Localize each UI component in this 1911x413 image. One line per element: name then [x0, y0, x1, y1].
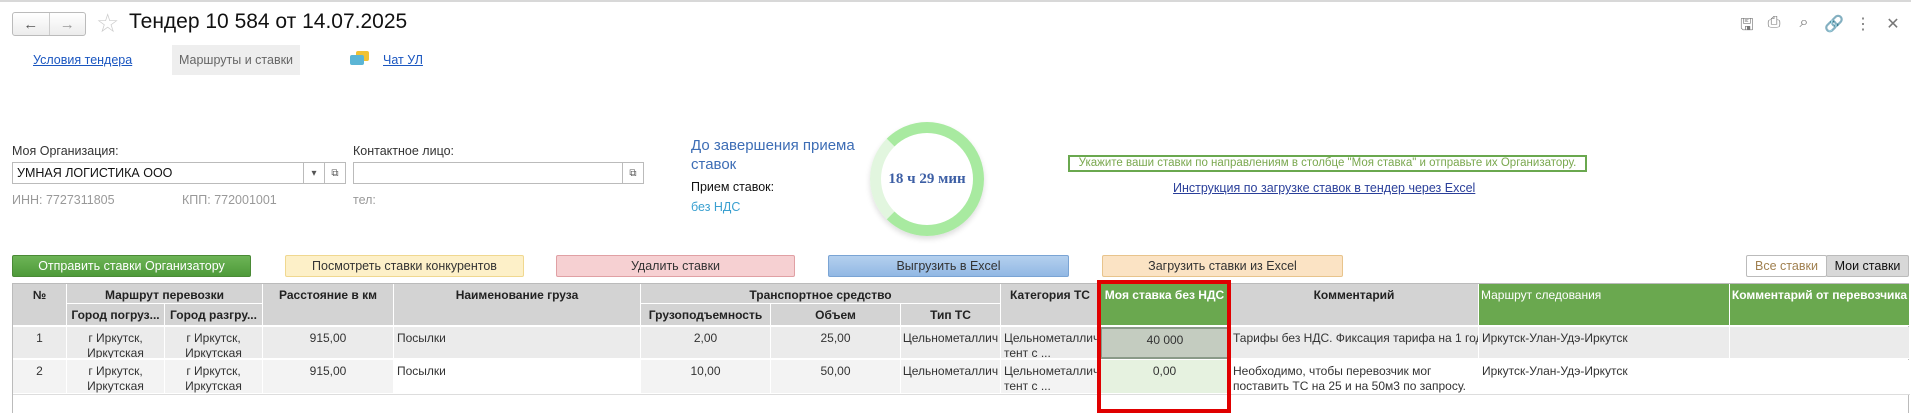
row1-category[interactable]: Цельнометаллич тент с ... [1001, 327, 1100, 359]
row1-carrier-comment[interactable] [1730, 327, 1910, 359]
instruction-link[interactable]: Инструкция по загрузке ставок в тендер ч… [1173, 181, 1476, 195]
header-to[interactable]: Город разгру... [165, 304, 263, 326]
row2-carrier-comment[interactable] [1730, 360, 1910, 394]
chat-icon [350, 51, 370, 67]
tab-tender-conditions[interactable]: Условия тендера [33, 53, 133, 67]
countdown-timer: 18 ч 29 мин [888, 170, 966, 187]
row1-num[interactable]: 1 [13, 327, 67, 359]
header-my-rate[interactable]: Моя ставка без НДС [1100, 284, 1230, 326]
row1-my-rate[interactable]: 40 000 [1100, 327, 1230, 359]
row1-comment[interactable]: Тарифы без НДС. Фиксация тарифа на 1 год… [1230, 327, 1479, 359]
row2-my-rate[interactable]: 0,00 [1100, 360, 1230, 394]
header-capacity[interactable]: Грузоподъемность [641, 304, 771, 326]
back-button[interactable]: ← [23, 15, 39, 33]
preview-icon[interactable]: ⌕ [1799, 14, 1809, 31]
row2-category[interactable]: Цельнометаллич тент с ... [1001, 360, 1100, 394]
notice-box: Укажите ваши ставки по направлениям в ст… [1068, 155, 1587, 172]
contact-field[interactable] [353, 162, 623, 184]
row2-capacity[interactable]: 10,00 [641, 360, 771, 394]
delete-rates-button[interactable]: Удалить ставки [556, 255, 795, 277]
row2-to[interactable]: г Иркутск, Иркутская обл,... [165, 360, 263, 394]
export-excel-button[interactable]: Выгрузить в Excel [828, 255, 1069, 277]
deadline-label: До завершения приема ставок [691, 137, 855, 173]
send-rates-button[interactable]: Отправить ставки Организатору [12, 255, 251, 277]
rates-table: № Маршрут перевозки Город погруз... Горо… [12, 283, 1910, 413]
view-competitors-button[interactable]: Посмотреть ставки конкурентов [285, 255, 524, 277]
row1-volume[interactable]: 25,00 [771, 327, 901, 359]
forward-button[interactable]: → [48, 13, 86, 35]
row2-from[interactable]: г Иркутск, Иркутская обл,... [67, 360, 165, 394]
dropdown-icon[interactable]: ▾ [303, 162, 325, 184]
header-vehicle: Транспортное средство [641, 284, 1001, 304]
row2-type[interactable]: Цельнометаллич [901, 360, 1001, 394]
header-distance[interactable]: Расстояние в км [263, 284, 394, 326]
header-volume[interactable]: Объем [771, 304, 901, 326]
org-field[interactable]: УМНАЯ ЛОГИСТИКА ООО [12, 162, 304, 184]
header-from[interactable]: Город погруз... [67, 304, 165, 326]
row2-comment[interactable]: Необходимо, чтобы перевозчик мог постави… [1230, 360, 1479, 394]
countdown-ring: 18 ч 29 мин [870, 122, 984, 236]
row1-distance[interactable]: 915,00 [263, 327, 394, 359]
header-num: № [13, 284, 67, 326]
highlight-box [1097, 280, 1231, 413]
link-icon[interactable]: 🔗 [1824, 16, 1844, 33]
close-icon[interactable]: ✕ [1886, 16, 1900, 33]
page-title: Тендер 10 584 от 14.07.2025 [129, 10, 408, 33]
row1-type[interactable]: Цельнометаллич [901, 327, 1001, 359]
row-divider [13, 394, 1910, 395]
row2-cargo[interactable]: Посылки [394, 360, 641, 394]
phone-label: тел: [353, 193, 376, 207]
row2-num[interactable]: 2 [13, 360, 67, 394]
open-icon[interactable]: ⧉ [622, 162, 644, 184]
header-route: Маршрут перевозки [67, 284, 263, 304]
row1-cargo[interactable]: Посылки [394, 327, 641, 359]
org-label: Моя Организация: [12, 144, 119, 158]
more-icon[interactable]: ⋮ [1855, 16, 1871, 33]
header-type[interactable]: Тип ТС [901, 304, 1001, 326]
tab-routes-rates[interactable]: Маршруты и ставки [172, 45, 300, 75]
contact-label: Контактное лицо: [353, 144, 455, 158]
header-route-path[interactable]: Маршрут следования [1479, 284, 1730, 326]
row2-route-path[interactable]: Иркутск-Улан-Удэ-Иркутск [1479, 360, 1730, 394]
inn: ИНН: 7727311805 [12, 193, 115, 207]
nav-buttons: ← → [12, 12, 86, 36]
row1-route-path[interactable]: Иркутск-Улан-Удэ-Иркутск [1479, 327, 1730, 359]
my-rates-toggle[interactable]: Мои ставки [1826, 255, 1909, 277]
row2-volume[interactable]: 50,00 [771, 360, 901, 394]
tab-chat[interactable]: Чат УЛ [383, 53, 423, 67]
header-cargo[interactable]: Наименование груза [394, 284, 641, 326]
import-excel-button[interactable]: Загрузить ставки из Excel [1102, 255, 1343, 277]
open-icon[interactable]: ⧉ [324, 162, 346, 184]
accept-label: Прием ставок: [691, 180, 775, 194]
header-comment[interactable]: Комментарий [1230, 284, 1479, 326]
header-category[interactable]: Категория ТС [1001, 284, 1100, 326]
header-carrier-comment[interactable]: Комментарий от перевозчика [1730, 284, 1910, 326]
row2-distance[interactable]: 915,00 [263, 360, 394, 394]
all-rates-toggle[interactable]: Все ставки [1746, 255, 1827, 277]
row1-capacity[interactable]: 2,00 [641, 327, 771, 359]
print-icon[interactable]: ⎙ [1767, 14, 1781, 31]
kpp: КПП: 772001001 [182, 193, 277, 207]
favorite-star-icon[interactable]: ☆ [96, 8, 120, 38]
save-icon[interactable]: 🖫 [1740, 17, 1754, 34]
accept-value: без НДС [691, 200, 741, 214]
row1-to[interactable]: г Иркутск, Иркутская обл,... [165, 327, 263, 359]
row1-from[interactable]: г Иркутск, Иркутская обл,... [67, 327, 165, 359]
top-border [0, 0, 1911, 2]
